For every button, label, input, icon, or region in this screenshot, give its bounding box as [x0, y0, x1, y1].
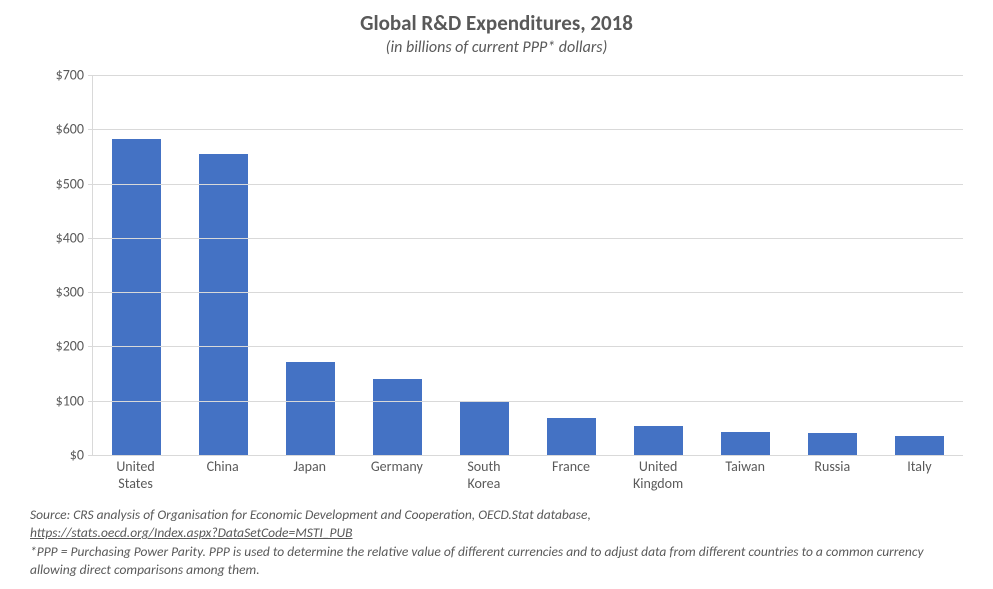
bar-slot — [93, 75, 180, 455]
y-tick-mark — [88, 346, 93, 347]
grid-line — [93, 292, 963, 293]
x-axis-label: UnitedKingdom — [615, 455, 702, 493]
grid-line — [93, 401, 963, 402]
bar — [634, 426, 683, 455]
y-tick-mark — [88, 184, 93, 185]
y-tick-mark — [88, 292, 93, 293]
y-tick-mark — [88, 455, 93, 456]
y-tick-mark — [88, 129, 93, 130]
y-axis: $0$100$200$300$400$500$600$700 — [30, 75, 92, 455]
x-axis-label: Japan — [266, 455, 353, 493]
y-tick-label: $500 — [56, 175, 84, 192]
bar — [721, 432, 770, 455]
x-axis: UnitedStatesChinaJapanGermanySouthKoreaF… — [92, 455, 963, 493]
x-axis-label: UnitedStates — [92, 455, 179, 493]
y-tick-label: $200 — [56, 338, 84, 355]
x-axis-label: Italy — [876, 455, 963, 493]
bar — [112, 139, 161, 455]
grid-line — [93, 346, 963, 347]
bar-slot — [615, 75, 702, 455]
bar — [547, 418, 596, 455]
bar — [808, 433, 857, 455]
bar-slot — [876, 75, 963, 455]
y-tick-label: $0 — [70, 447, 84, 464]
x-axis-label: Russia — [789, 455, 876, 493]
x-axis-label: Taiwan — [702, 455, 789, 493]
plot-area: $0$100$200$300$400$500$600$700 — [30, 75, 963, 455]
plot — [92, 75, 963, 455]
bar — [373, 379, 422, 455]
bar-slot — [789, 75, 876, 455]
bar-slot — [528, 75, 615, 455]
y-tick-mark — [88, 401, 93, 402]
bar-slot — [702, 75, 789, 455]
y-tick-label: $400 — [56, 229, 84, 246]
y-tick-mark — [88, 75, 93, 76]
x-axis-label: China — [179, 455, 266, 493]
source-line: Source: CRS analysis of Organisation for… — [30, 506, 963, 524]
source-url-line: https://stats.oecd.org/Index.aspx?DataSe… — [30, 524, 963, 542]
x-axis-label: Germany — [353, 455, 440, 493]
grid-line — [93, 455, 963, 456]
bar-slot — [180, 75, 267, 455]
bar — [460, 402, 509, 455]
chart-container: Global R&D Expenditures, 2018 (in billio… — [30, 10, 963, 493]
chart-title: Global R&D Expenditures, 2018 — [30, 10, 963, 36]
bar — [286, 362, 335, 455]
grid-line — [93, 75, 963, 76]
bars-group — [93, 75, 963, 455]
bar — [199, 154, 248, 455]
source-url[interactable]: https://stats.oecd.org/Index.aspx?DataSe… — [30, 524, 352, 541]
y-tick-label: $100 — [56, 392, 84, 409]
x-axis-label: SouthKorea — [440, 455, 527, 493]
grid-line — [93, 129, 963, 130]
y-tick-label: $600 — [56, 121, 84, 138]
y-tick-label: $300 — [56, 284, 84, 301]
x-axis-label: France — [527, 455, 614, 493]
grid-line — [93, 184, 963, 185]
ppp-note: *PPP = Purchasing Power Parity. PPP is u… — [30, 543, 963, 579]
bar-slot — [441, 75, 528, 455]
chart-footer: Source: CRS analysis of Organisation for… — [30, 506, 963, 579]
bar-slot — [354, 75, 441, 455]
chart-subtitle: (in billions of current PPP* dollars) — [30, 38, 963, 57]
source-prefix: Source: CRS analysis of Organisation for… — [30, 506, 591, 523]
bar — [895, 436, 944, 455]
y-tick-label: $700 — [56, 67, 84, 84]
y-tick-mark — [88, 238, 93, 239]
grid-line — [93, 238, 963, 239]
bar-slot — [267, 75, 354, 455]
